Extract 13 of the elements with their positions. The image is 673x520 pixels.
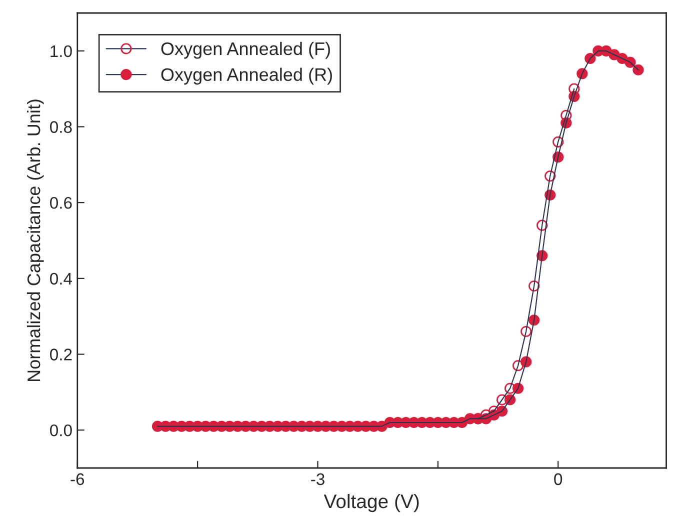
x-tick-label: 0 [554,473,562,486]
x-tick-label: -6 [70,473,84,486]
y-axis-title: Normalized Capacitance (Arb. Unit) [26,100,44,381]
y-tick-label: 0.0 [50,424,72,436]
x-tick-label: -3 [311,473,324,486]
y-tick-label: 1.0 [50,45,72,58]
x-axis-title: Voltage (V) [324,494,419,512]
y-tick-label: 0.8 [50,121,72,133]
legend-label: Oxygen Annealed (F) [161,42,330,59]
y-tick-label: 0.4 [50,272,72,285]
legend-label: Oxygen Annealed (R) [161,68,332,85]
y-tick-label: 0.2 [50,348,72,360]
y-tick-label: 0.6 [50,196,72,209]
